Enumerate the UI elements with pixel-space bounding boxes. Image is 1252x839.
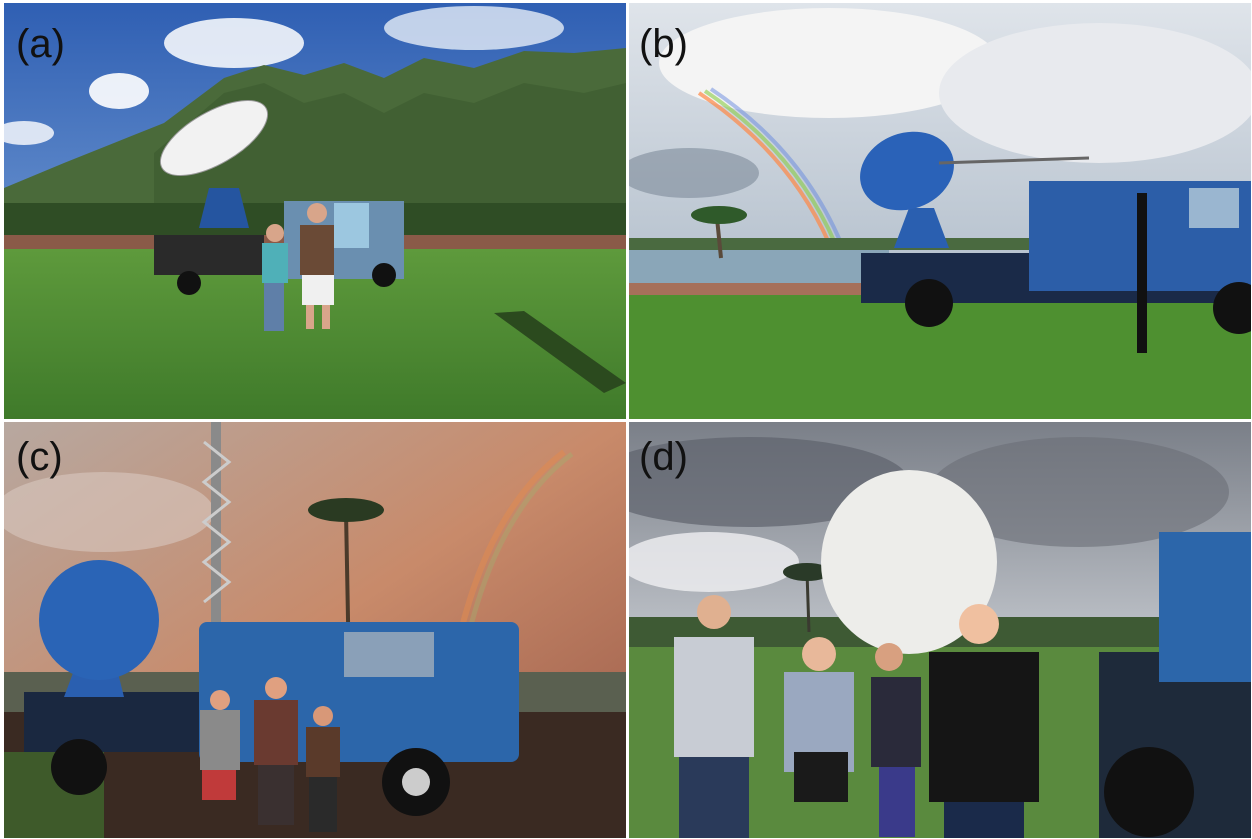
person-legs [306, 305, 314, 329]
person-legs [322, 305, 330, 329]
person-head [959, 604, 999, 644]
person-head [875, 643, 903, 671]
person-head [802, 637, 836, 671]
cloud [929, 437, 1229, 547]
scene-b: (b) [629, 3, 1251, 419]
hubcap [402, 768, 430, 796]
person-legs [309, 777, 337, 832]
rainbow [709, 87, 843, 244]
cloud [4, 472, 214, 552]
cloud [164, 18, 304, 68]
cloud [629, 532, 799, 592]
person-head [697, 595, 731, 629]
cloud [629, 437, 909, 527]
stabilizer [1137, 193, 1147, 353]
water [629, 250, 889, 285]
person-head [307, 203, 327, 223]
person [306, 727, 340, 777]
radar-dish [159, 99, 269, 177]
scene-c: (c) [4, 422, 626, 838]
palm-leaves [783, 563, 831, 581]
shadow [494, 311, 626, 393]
wheel [1213, 282, 1251, 334]
person-head [265, 677, 287, 699]
palm-trunk [805, 571, 811, 633]
wheel [1104, 747, 1194, 837]
antenna-arm [938, 156, 1090, 165]
photo-d: (d) [629, 422, 1251, 838]
tower [211, 422, 221, 632]
person-skirt [794, 752, 848, 802]
dish-mount [199, 188, 249, 228]
person-legs [264, 283, 284, 331]
person [300, 225, 334, 275]
palm-leaves [308, 498, 384, 522]
person-legs [944, 802, 1024, 838]
wheel [177, 271, 201, 295]
scene-a: (a) [4, 3, 626, 419]
person [871, 677, 921, 767]
rainbow [697, 91, 831, 244]
truck-bed [154, 235, 264, 275]
scene-d: (d) [629, 422, 1251, 838]
person-head [210, 690, 230, 710]
panel-label: (b) [639, 22, 688, 66]
truck-window [1189, 188, 1239, 228]
cloud [4, 121, 54, 145]
photo-c: (c) [4, 422, 626, 838]
person [674, 637, 754, 757]
cloud [629, 148, 759, 198]
truck-window [344, 632, 434, 677]
person [254, 700, 298, 765]
radar-dish [39, 560, 159, 680]
cloud [89, 73, 149, 109]
truck-box [334, 203, 369, 248]
truck-equipment [1159, 532, 1251, 682]
rainbow [703, 89, 837, 244]
panel-label: (a) [16, 22, 65, 66]
cloud [939, 23, 1251, 163]
person-legs [879, 767, 915, 837]
person-head [313, 706, 333, 726]
palm-trunk [715, 217, 723, 259]
person-shorts [202, 770, 236, 800]
truck-bed [24, 692, 224, 752]
person [929, 652, 1039, 802]
person-legs [258, 765, 294, 825]
photo-b: (b) [629, 3, 1251, 419]
tower-cable [201, 440, 232, 604]
person [262, 243, 288, 283]
dish-mount [894, 208, 949, 248]
person-head [266, 224, 284, 242]
person-shorts [302, 275, 334, 305]
person [200, 710, 240, 770]
person-legs [679, 757, 749, 838]
cloud [659, 8, 999, 118]
wheel [51, 739, 107, 795]
balloon [821, 470, 997, 654]
photo-a: (a) [4, 3, 626, 419]
panel-label: (d) [639, 435, 688, 479]
radar-dish [860, 131, 954, 211]
cloud [384, 6, 564, 50]
wheel [372, 263, 396, 287]
palm-leaves [691, 206, 747, 224]
panel-label: (c) [16, 435, 63, 479]
wheel [905, 279, 953, 327]
